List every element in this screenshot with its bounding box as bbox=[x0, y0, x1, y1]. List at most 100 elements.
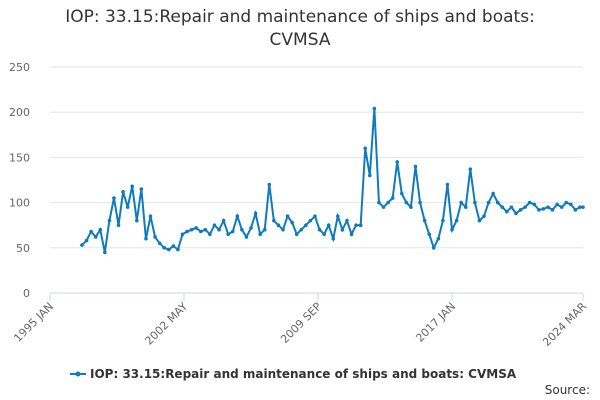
data-point bbox=[235, 214, 240, 218]
data-point bbox=[340, 227, 345, 232]
data-point bbox=[171, 244, 176, 248]
data-point bbox=[313, 214, 317, 218]
data-point bbox=[559, 205, 564, 209]
data-point bbox=[573, 208, 578, 212]
y-tick-label: 150 bbox=[9, 151, 30, 164]
data-point bbox=[441, 218, 445, 223]
data-point bbox=[358, 223, 363, 227]
data-point bbox=[345, 218, 349, 223]
data-point bbox=[249, 226, 253, 230]
data-point bbox=[541, 207, 546, 211]
data-point bbox=[194, 226, 198, 230]
data-point bbox=[98, 227, 103, 232]
data-point bbox=[308, 218, 313, 223]
data-point bbox=[322, 232, 326, 237]
data-point bbox=[514, 211, 518, 216]
data-line bbox=[81, 108, 583, 253]
y-tick-label: 200 bbox=[9, 106, 30, 119]
data-point bbox=[121, 189, 125, 194]
data-point bbox=[436, 236, 441, 241]
x-tick-label: 2009 SEP bbox=[278, 300, 324, 346]
data-point bbox=[93, 235, 98, 239]
data-point bbox=[386, 200, 390, 205]
y-tick-label: 0 bbox=[23, 287, 30, 300]
data-point bbox=[399, 191, 404, 196]
data-point bbox=[326, 223, 331, 227]
data-point bbox=[555, 202, 559, 207]
data-point bbox=[130, 184, 135, 189]
data-point bbox=[463, 205, 468, 209]
data-point bbox=[258, 232, 262, 237]
data-point bbox=[203, 227, 208, 232]
data-point bbox=[468, 167, 473, 171]
data-point bbox=[331, 236, 336, 241]
data-point bbox=[431, 246, 436, 250]
data-point bbox=[523, 205, 527, 209]
data-point bbox=[349, 232, 354, 237]
data-point bbox=[569, 202, 573, 207]
data-point bbox=[189, 227, 194, 232]
y-tick-label: 50 bbox=[16, 242, 30, 255]
data-point bbox=[550, 208, 555, 212]
data-point bbox=[290, 220, 294, 225]
data-point bbox=[578, 205, 582, 209]
data-point bbox=[294, 232, 299, 237]
data-point bbox=[368, 173, 372, 178]
source: Source: bbox=[545, 383, 590, 397]
legend-marker bbox=[75, 371, 81, 377]
data-point bbox=[418, 200, 422, 205]
data-point bbox=[157, 241, 162, 246]
data-point bbox=[381, 205, 386, 209]
data-point bbox=[363, 146, 368, 151]
data-point bbox=[500, 205, 505, 209]
x-tick-label: 2002 MAY bbox=[142, 300, 190, 348]
data-point bbox=[267, 182, 272, 187]
data-point bbox=[125, 205, 130, 209]
x-tick-label: 1995 JAN bbox=[11, 300, 56, 345]
data-point bbox=[253, 211, 258, 216]
data-point bbox=[409, 205, 413, 209]
data-point bbox=[354, 223, 358, 227]
data-point bbox=[185, 229, 189, 234]
data-point bbox=[262, 227, 267, 232]
data-point bbox=[505, 209, 509, 214]
data-point bbox=[162, 246, 167, 250]
data-point bbox=[240, 227, 244, 232]
data-point bbox=[527, 200, 532, 205]
data-point bbox=[390, 196, 395, 200]
data-point bbox=[135, 218, 139, 223]
data-point bbox=[450, 227, 454, 232]
chart-title: IOP: 33.15:Repair and maintenance of shi… bbox=[65, 7, 535, 50]
data-point bbox=[509, 205, 514, 209]
data-point bbox=[153, 235, 157, 239]
data-point bbox=[413, 164, 418, 169]
data-point bbox=[537, 208, 541, 212]
data-point bbox=[212, 223, 217, 227]
data-point bbox=[285, 214, 290, 218]
data-point bbox=[107, 218, 112, 223]
data-point bbox=[495, 200, 500, 205]
data-point bbox=[198, 229, 203, 234]
data-point bbox=[299, 227, 304, 232]
data-point bbox=[144, 236, 148, 241]
data-point bbox=[404, 200, 409, 205]
data-point bbox=[208, 232, 212, 237]
data-point bbox=[491, 191, 495, 196]
data-point bbox=[377, 200, 381, 205]
data-point bbox=[546, 205, 550, 209]
y-tick-label: 100 bbox=[9, 197, 30, 210]
data-point bbox=[304, 223, 308, 227]
data-point bbox=[230, 229, 235, 234]
data-point bbox=[486, 200, 491, 205]
data-point bbox=[272, 218, 276, 223]
data-point bbox=[518, 208, 523, 212]
data-point bbox=[89, 229, 93, 234]
y-tick-label: 250 bbox=[9, 61, 30, 74]
data-point bbox=[226, 232, 230, 237]
data-point bbox=[176, 247, 180, 252]
data-point bbox=[112, 196, 116, 200]
data-point bbox=[459, 200, 463, 205]
data-point bbox=[180, 232, 185, 237]
